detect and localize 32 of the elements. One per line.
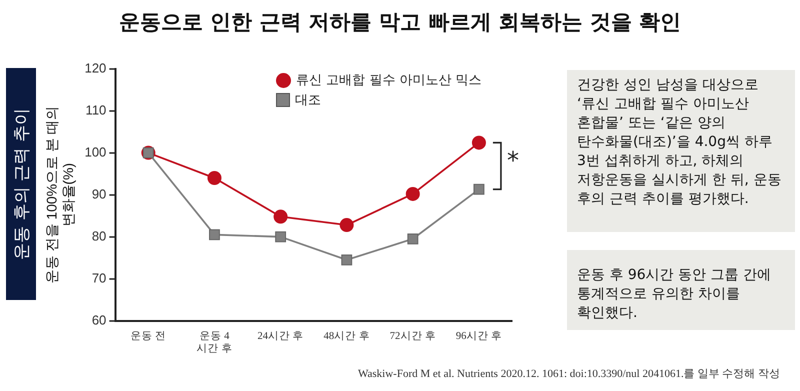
y-tick-label: 70 xyxy=(92,270,106,286)
point xyxy=(340,218,354,232)
x-tick-label: 72시간 후 xyxy=(390,330,436,342)
text: Waskiw-Ford M et al. Nutrients 2020.12. 1061: doi:10.3390/nul 2041061.를 일부 수정해 작성 xyxy=(358,367,780,381)
point xyxy=(209,229,220,240)
y-tick-label: 120 xyxy=(84,60,106,76)
point xyxy=(473,184,484,195)
point xyxy=(407,233,418,244)
point xyxy=(341,254,352,266)
chart-title: 운동으로 인한 근력 저하를 막고 빠르게 회복하는 것을 확인 xyxy=(118,9,682,36)
point xyxy=(274,210,288,224)
legend-label: 대조 xyxy=(295,92,321,109)
y-tick-label: 60 xyxy=(92,312,106,328)
x-tick-label: 운동 4 시간 후 xyxy=(196,330,232,354)
x-tick-label: 96시간 후 xyxy=(456,330,502,342)
point xyxy=(207,171,222,185)
point xyxy=(406,186,420,201)
legend-label: 류신 고배합 필수 아미노산 믹스 xyxy=(296,72,482,89)
text: 운동 후 96시간 동안 그룹 간에 통계적으로 유의한 차이를 확인했다. xyxy=(567,250,795,330)
x-tick-label: 48시간 후 xyxy=(324,330,370,342)
x-tick-label: 24시간 후 xyxy=(258,330,304,342)
y-tick-label: 100 xyxy=(84,144,106,160)
text: 건강한 성인 남성을 대상으로 ‘류신 고배합 필수 아미노산 혼합물’ 또는 ‘같은 양의 탄수화물(대조)’을 4.0g씩 하루 3번 섭취하게 하고, 하체의 저항운동을 실시하게 한 뒤, 운동 후의 근력 추이를 평가했다. xyxy=(567,70,795,232)
y-tick-label: 80 xyxy=(92,228,106,244)
y-tick-label: 90 xyxy=(92,186,106,202)
y-axis-title: 운동 전을 100%으로 본 때의 변화율(%) xyxy=(43,106,76,284)
y-tick-label: 110 xyxy=(86,102,106,118)
x-tick-label: 운동 전 xyxy=(130,330,166,342)
point xyxy=(472,136,486,150)
text: 운동 후의 근력 추이 xyxy=(6,68,36,300)
annotation: * xyxy=(506,146,519,174)
point xyxy=(275,231,286,242)
